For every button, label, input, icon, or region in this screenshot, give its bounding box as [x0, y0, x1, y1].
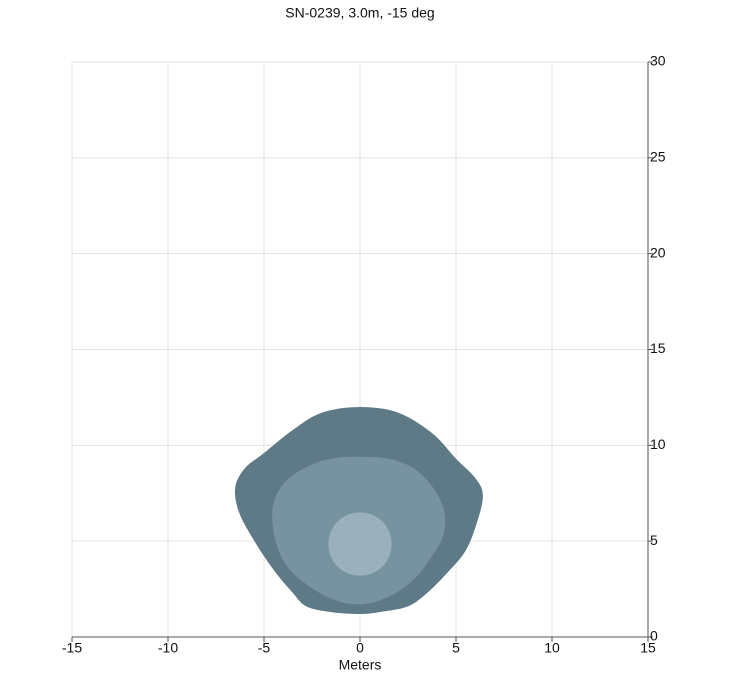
y-tick-label: 0 [650, 628, 658, 644]
y-tick-label: 25 [650, 149, 666, 165]
x-tick-label: -10 [158, 640, 178, 656]
chart-title: SN-0239, 3.0m, -15 deg [285, 5, 434, 21]
x-tick-label: 15 [640, 640, 656, 656]
x-tick-label: 0 [356, 640, 364, 656]
contour-region [328, 512, 392, 576]
y-tick-label: 30 [650, 53, 666, 69]
x-axis-label: Meters [339, 657, 382, 673]
y-tick-label: 5 [650, 532, 658, 548]
x-tick-label: 5 [452, 640, 460, 656]
x-tick-label: -5 [258, 640, 271, 656]
y-tick-label: 10 [650, 436, 666, 452]
x-tick-label: 10 [544, 640, 560, 656]
y-tick-label: 20 [650, 244, 666, 260]
x-tick-label: -15 [62, 640, 82, 656]
y-tick-label: 15 [650, 340, 666, 356]
